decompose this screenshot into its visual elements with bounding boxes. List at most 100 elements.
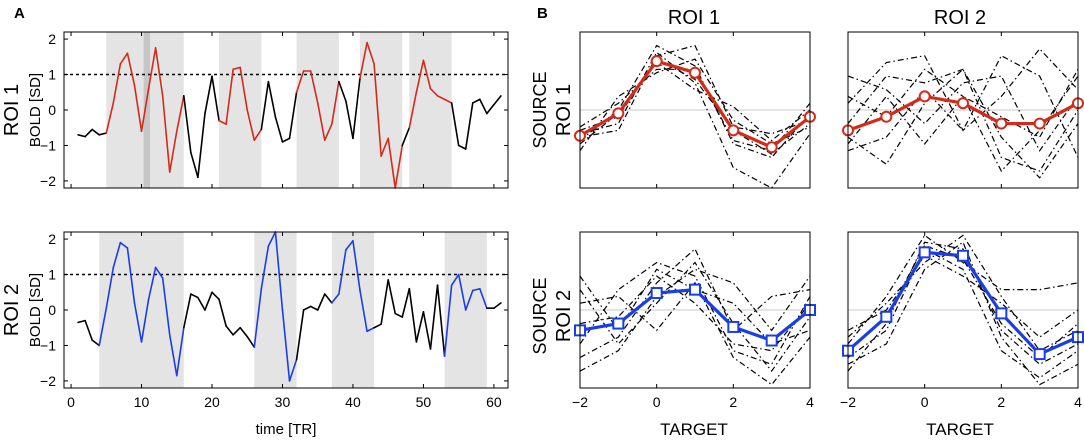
- a-row2-title: ROI 2: [1, 284, 23, 336]
- x-tick-label: 40: [345, 394, 361, 410]
- timeseries-segment: [126, 52, 136, 86]
- timeseries-segment: [295, 309, 305, 361]
- y-tick-label: −1: [40, 137, 56, 153]
- timeseries-segment: [443, 98, 453, 104]
- y-tick-label: 1: [48, 267, 56, 283]
- timeseries-segment: [168, 130, 178, 173]
- timeseries-segment: [77, 134, 86, 138]
- timeseries-segment: [225, 68, 234, 125]
- b-row1-source-label: SOURCE: [530, 71, 550, 148]
- a-row2-ylabel: BOLD [SD]: [27, 273, 44, 347]
- individual-trace: [579, 268, 811, 345]
- timeseries-segment: [288, 358, 298, 382]
- timeseries-segment: [168, 334, 178, 377]
- x-tick-label: 0: [921, 394, 929, 410]
- timeseries-segment: [323, 293, 333, 304]
- individual-trace: [847, 248, 1079, 379]
- individual-trace: [579, 58, 811, 152]
- task-block: [99, 232, 184, 388]
- timeseries-segment: [84, 319, 93, 341]
- timeseries-segment: [415, 310, 425, 343]
- timeseries-segment: [133, 84, 143, 133]
- mean-marker: [650, 287, 663, 300]
- timeseries-segment: [380, 137, 389, 157]
- timeseries-segment: [331, 293, 340, 304]
- timeseries-segment: [140, 298, 150, 343]
- timeseries-segment: [309, 305, 319, 311]
- b-row1-title: ROI 1: [553, 84, 575, 136]
- timeseries-segment: [175, 326, 185, 377]
- timeseries-segment: [274, 116, 284, 143]
- timeseries-segment: [493, 95, 502, 106]
- timeseries-segment: [450, 102, 460, 147]
- timeseries-segment: [119, 52, 129, 65]
- timeseries-segment: [232, 66, 241, 71]
- b-row2-title: ROI 2: [553, 290, 575, 342]
- mean-marker: [918, 90, 931, 103]
- timeseries-segment: [394, 312, 404, 318]
- timeseries-segment: [288, 91, 298, 140]
- a-row1-title: ROI 1: [1, 84, 23, 136]
- timeseries-plot-roi1: −2 −1 0 1 2: [40, 31, 509, 189]
- mean-marker: [689, 66, 701, 79]
- col-title-roi1: ROI 1: [668, 7, 720, 29]
- timeseries-segment: [246, 109, 256, 141]
- b-row1-labels: SOURCE ROI 1: [530, 71, 575, 148]
- timeseries-segment: [281, 309, 291, 382]
- timeseries-segment: [281, 137, 291, 143]
- y-tick-label: −2: [40, 373, 56, 389]
- x-tick-label: 0: [653, 394, 661, 410]
- timeseries-segment: [183, 95, 192, 154]
- timeseries-segment: [77, 319, 86, 324]
- mean-trace: [846, 250, 1079, 356]
- b-row2-source-label: SOURCE: [530, 277, 550, 354]
- y-tick-label: 0: [48, 102, 56, 118]
- task-block: [360, 32, 403, 188]
- panel-a-label: A: [14, 5, 25, 22]
- x-tick-label: −2: [840, 394, 856, 410]
- timeseries-segment: [190, 293, 199, 299]
- timeseries-segment: [232, 326, 241, 336]
- timeseries-segment: [98, 307, 108, 347]
- profile-plot-roi2-roi1: −2 0 2 4: [572, 231, 816, 410]
- axes-frame: [847, 31, 1079, 189]
- timeseries-segment: [450, 273, 460, 286]
- timeseries-segment: [84, 128, 93, 138]
- timeseries-segment: [154, 47, 164, 97]
- x-tick-label: 4: [1074, 394, 1082, 410]
- event-marker: [143, 32, 150, 188]
- mean-marker: [1033, 117, 1046, 130]
- timeseries-segment: [457, 273, 467, 311]
- timeseries-segment: [140, 87, 150, 133]
- x-tick-label: 2: [729, 394, 737, 410]
- timeseries-segment: [373, 63, 382, 157]
- y-tick-label: −1: [40, 337, 56, 353]
- timeseries-segment: [366, 326, 375, 333]
- mean-marker: [995, 117, 1008, 130]
- timeseries-segment: [479, 287, 488, 310]
- timeseries-segment: [204, 75, 213, 115]
- timeseries-segment: [197, 112, 206, 179]
- mean-marker: [612, 317, 625, 330]
- individual-trace: [579, 281, 811, 386]
- timeseries-segment: [302, 305, 312, 311]
- timeseries-segment: [175, 95, 185, 133]
- timeseries-segment: [112, 63, 122, 104]
- mean-marker: [612, 107, 625, 120]
- timeseries-segment: [253, 128, 263, 141]
- timeseries-segment: [239, 66, 249, 111]
- task-block: [296, 32, 339, 188]
- timeseries-segment: [408, 91, 418, 129]
- mean-marker: [765, 141, 778, 154]
- timeseries-segment: [183, 293, 192, 329]
- timeseries-segment: [471, 98, 481, 104]
- timeseries-segment: [338, 80, 347, 102]
- profile-plot-roi2-roi2: −2 0 2 4: [840, 231, 1084, 410]
- timeseries-segment: [422, 59, 432, 90]
- timeseries-segment: [161, 277, 171, 336]
- profile-plot-roi1-roi2: [842, 31, 1084, 189]
- individual-trace: [579, 268, 811, 372]
- task-block: [331, 232, 375, 388]
- b-row2-labels: SOURCE ROI 2: [530, 277, 575, 354]
- timeseries-segment: [119, 241, 129, 249]
